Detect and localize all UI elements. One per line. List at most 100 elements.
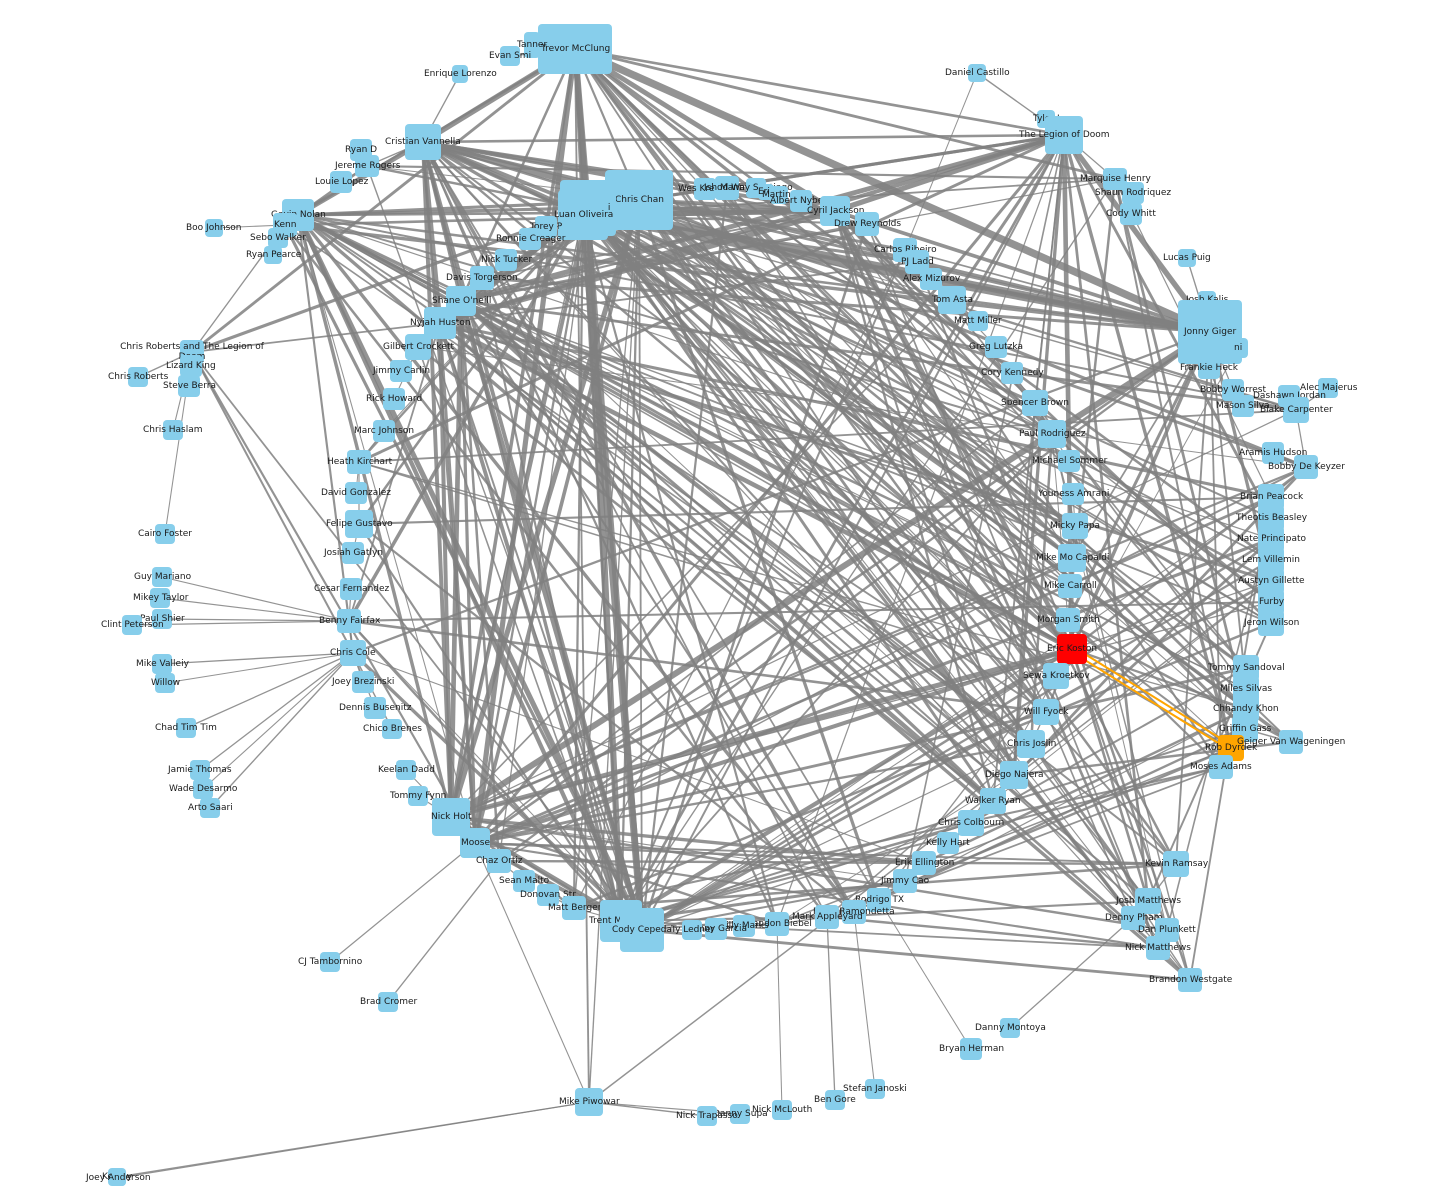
graph-node[interactable] [452,65,468,83]
graph-node[interactable] [155,673,175,693]
graph-node[interactable] [705,918,727,940]
graph-node[interactable] [968,64,986,82]
graph-node[interactable] [345,510,373,538]
graph-node[interactable] [893,869,917,893]
graph-node[interactable] [352,671,374,693]
graph-node[interactable] [733,915,755,937]
graph-node[interactable] [730,1104,750,1124]
graph-node[interactable] [320,952,340,972]
graph-node[interactable] [1058,574,1082,598]
graph-node[interactable] [408,786,428,806]
graph-node[interactable] [345,482,367,504]
graph-node[interactable] [190,760,210,780]
graph-node[interactable] [1038,420,1066,448]
graph-node[interactable] [715,176,739,200]
graph-node[interactable] [938,286,966,314]
graph-node[interactable] [364,697,386,719]
graph-node[interactable] [424,307,456,339]
graph-node[interactable] [1045,116,1083,154]
graph-node[interactable] [200,798,220,818]
graph-node[interactable] [815,905,839,929]
graph-node[interactable] [1057,634,1087,664]
graph-node[interactable] [487,849,511,873]
graph-node[interactable] [620,908,664,952]
graph-node[interactable] [1000,761,1028,789]
graph-node[interactable] [562,896,586,920]
graph-node[interactable] [958,810,984,836]
graph-node[interactable] [772,1100,792,1120]
graph-node[interactable] [347,450,371,474]
graph-node[interactable] [1122,182,1144,204]
graph-node[interactable] [264,246,282,264]
graph-node[interactable] [193,779,213,799]
graph-node[interactable] [538,24,612,74]
graph-node[interactable] [176,718,196,738]
graph-node[interactable] [150,588,170,608]
graph-node[interactable] [519,228,541,250]
graph-node[interactable] [396,760,416,780]
graph-node[interactable] [155,524,175,544]
graph-node[interactable] [825,1090,845,1110]
graph-node[interactable] [1294,455,1318,479]
graph-node[interactable] [920,268,942,290]
graph-node[interactable] [960,1038,982,1060]
graph-node[interactable] [390,360,412,382]
graph-node[interactable] [152,609,172,629]
graph-node[interactable] [605,170,673,230]
graph-node[interactable] [980,788,1006,814]
graph-node[interactable] [128,367,148,387]
graph-node[interactable] [373,420,395,442]
graph-node[interactable] [790,190,812,212]
graph-node[interactable] [122,615,142,635]
graph-node[interactable] [867,888,891,912]
graph-node[interactable] [110,1170,126,1186]
graph-node[interactable] [268,228,288,248]
graph-node[interactable] [152,567,172,587]
graph-node[interactable] [342,542,364,564]
graph-node[interactable] [1017,730,1045,758]
graph-node[interactable] [1062,483,1084,505]
graph-node[interactable] [1056,608,1080,632]
graph-node[interactable] [820,196,850,226]
graph-node[interactable] [855,212,879,236]
graph-node[interactable] [383,388,405,410]
graph-node[interactable] [1146,936,1170,960]
graph-node[interactable] [205,219,223,237]
graph-node[interactable] [1232,395,1254,417]
graph-node[interactable] [1022,390,1048,416]
graph-node[interactable] [937,832,959,854]
graph-node[interactable] [1318,378,1338,398]
graph-node[interactable] [985,336,1007,358]
graph-node[interactable] [1058,450,1080,472]
graph-node[interactable] [1178,249,1196,267]
graph-node[interactable] [968,311,988,331]
graph-node[interactable] [337,609,361,633]
graph-node[interactable] [152,654,172,674]
graph-node[interactable] [340,640,366,666]
graph-node[interactable] [1228,338,1248,358]
graph-node[interactable] [513,870,535,892]
graph-node[interactable] [405,124,441,160]
graph-node[interactable] [460,828,490,858]
graph-node[interactable] [330,171,352,193]
graph-node[interactable] [1178,968,1202,992]
graph-node[interactable] [524,32,540,58]
graph-node[interactable] [1163,851,1189,877]
graph-node[interactable] [495,249,517,271]
graph-node[interactable] [1043,663,1069,689]
graph-node[interactable] [1258,610,1284,636]
graph-node[interactable] [1198,357,1220,379]
graph-node[interactable] [180,355,202,377]
graph-node[interactable] [1209,755,1233,779]
graph-node[interactable] [178,375,200,397]
graph-node[interactable] [1121,906,1145,930]
graph-node[interactable] [765,912,789,936]
graph-node[interactable] [697,1106,717,1126]
graph-node[interactable] [1120,203,1142,225]
graph-node[interactable] [558,190,608,240]
graph-node[interactable] [1033,699,1059,725]
graph-node[interactable] [1058,544,1086,572]
graph-node[interactable] [378,992,398,1012]
graph-node[interactable] [500,46,520,66]
graph-node[interactable] [865,1079,885,1099]
